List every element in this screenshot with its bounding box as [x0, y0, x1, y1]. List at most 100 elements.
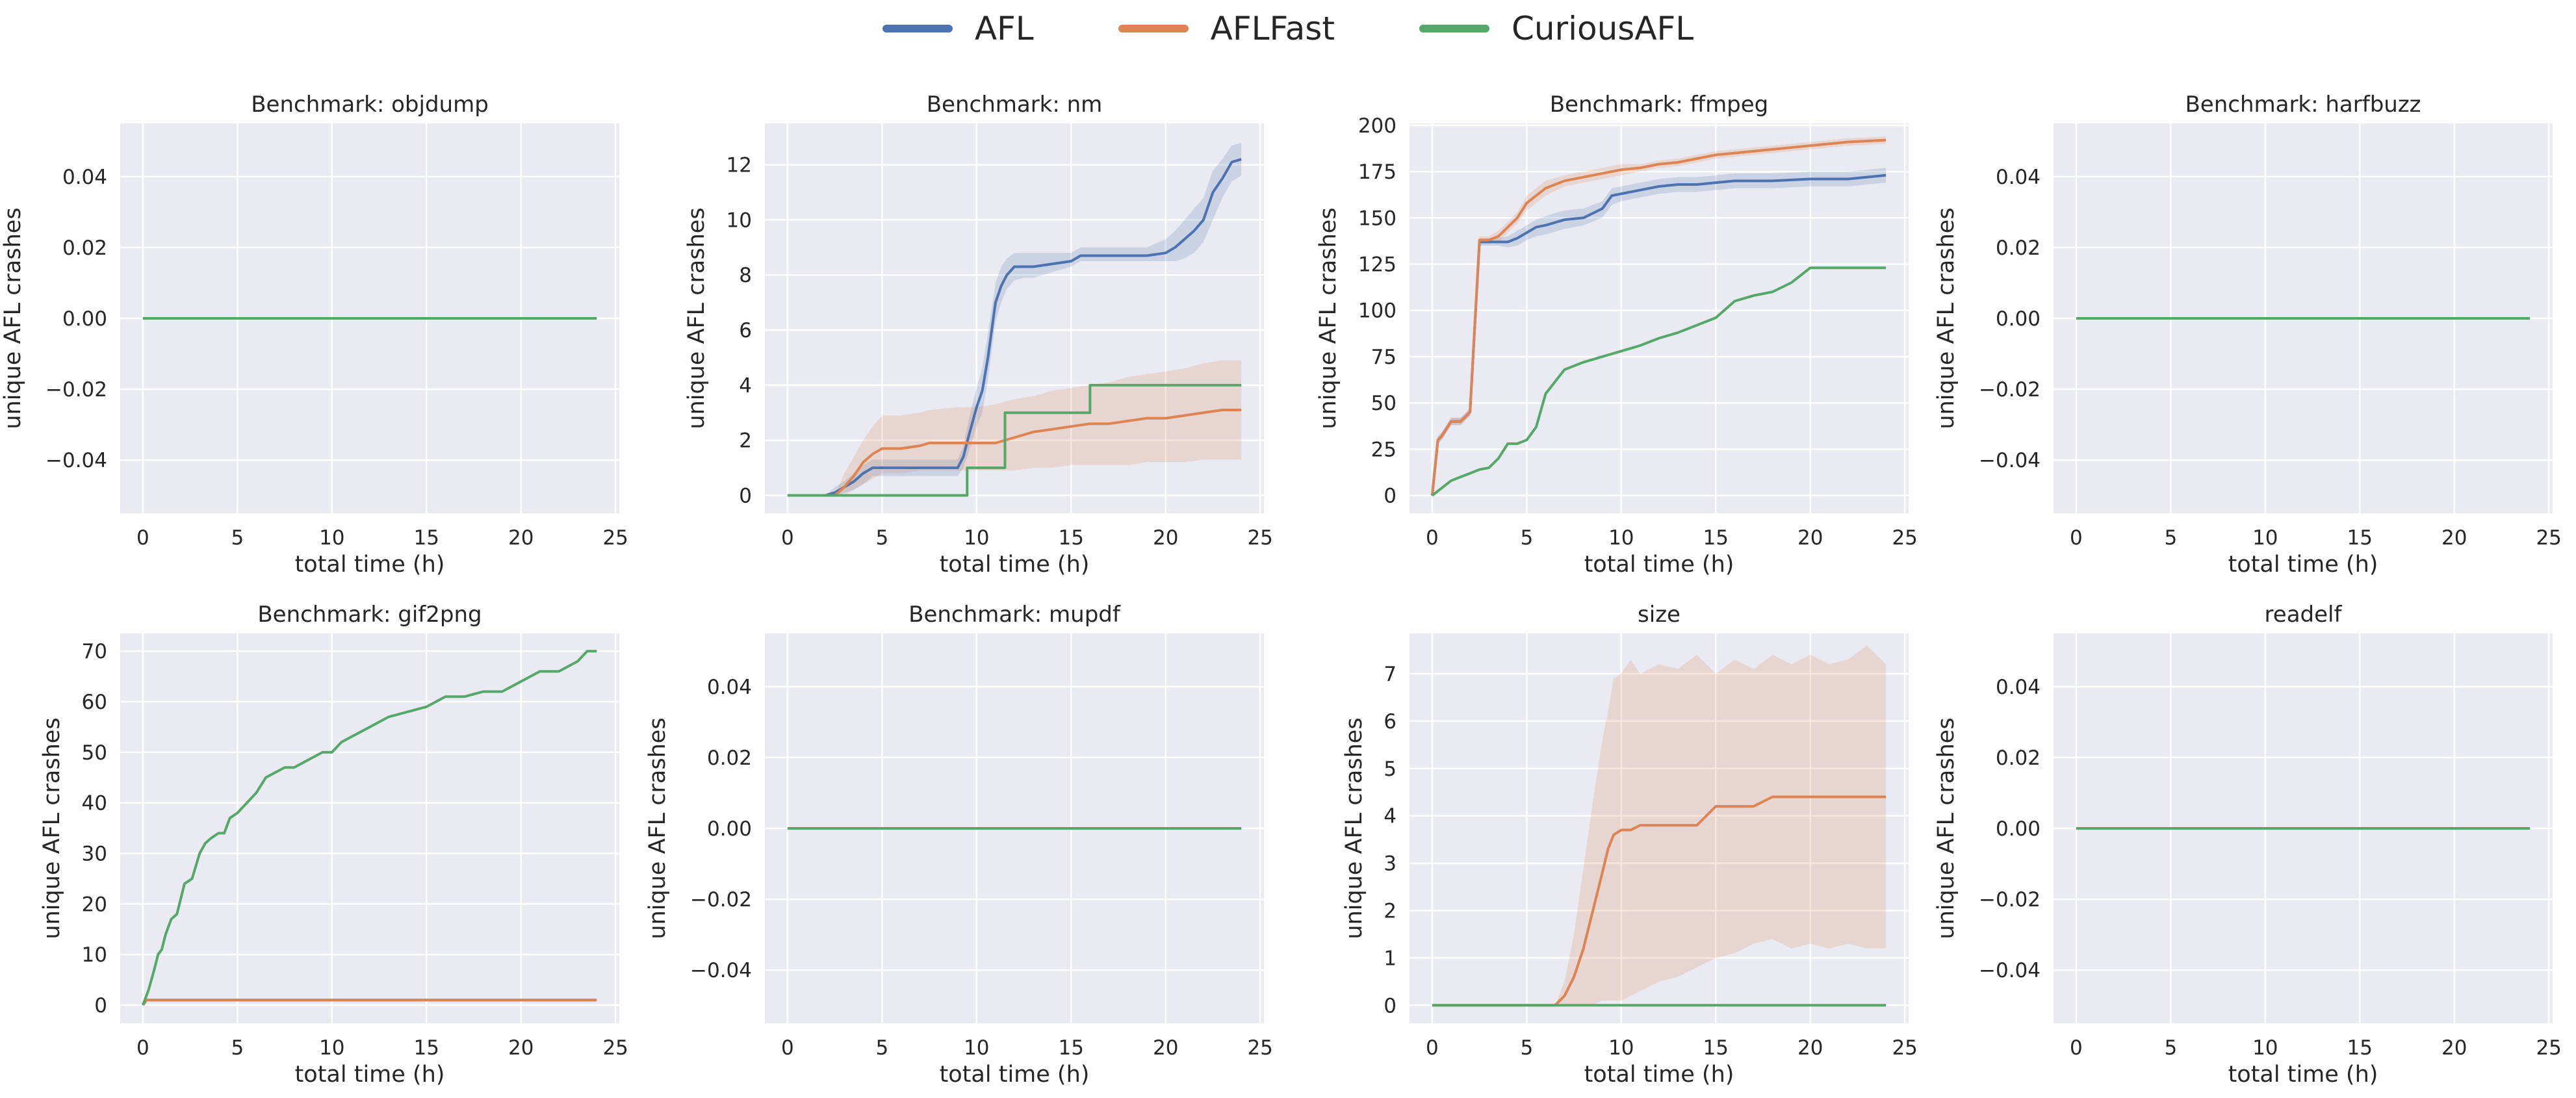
subplot-title: Benchmark: objdump — [251, 92, 489, 118]
x-tick-label: 0 — [1426, 1036, 1439, 1060]
legend-label-afl: AFL — [974, 10, 1034, 47]
y-tick-label: 1 — [1384, 947, 1397, 970]
y-tick-label: 150 — [1358, 207, 1397, 230]
y-tick-label: 12 — [727, 154, 752, 177]
x-tick-label: 5 — [231, 1036, 244, 1060]
y-tick-label: 20 — [82, 893, 107, 916]
y-tick-label: −0.04 — [1979, 449, 2041, 472]
y-tick-label: 125 — [1358, 253, 1397, 277]
x-tick-label: 25 — [602, 1036, 628, 1060]
x-tick-label: 10 — [319, 1036, 344, 1060]
series-line-curiousafl — [142, 650, 597, 1006]
x-axis-label: total time (h) — [295, 1062, 445, 1088]
y-tick-label: 0.00 — [1996, 817, 2041, 841]
x-tick-label: 0 — [1426, 526, 1439, 550]
y-tick-label: −0.04 — [45, 449, 107, 472]
x-tick-label: 20 — [1153, 1036, 1178, 1060]
y-axis-label: unique AFL crashes — [1933, 207, 1959, 429]
subplot-title: Benchmark: nm — [927, 92, 1103, 118]
legend-swatch-aflfast — [1118, 25, 1189, 32]
x-tick-label: 5 — [2164, 1036, 2177, 1060]
subplot-1: 0 5 10 15 20 25 −0.04 −0.02 0.00 0.02 0.04 Benchmar… — [0, 92, 628, 578]
y-tick-label: 8 — [739, 264, 752, 287]
x-axis-label: total time (h) — [1584, 1062, 1734, 1088]
x-tick-label: 0 — [136, 1036, 149, 1060]
x-tick-label: 15 — [1059, 1036, 1084, 1060]
y-tick-label: 200 — [1358, 114, 1397, 138]
series-line-curiousafl — [1431, 266, 1887, 497]
y-tick-label: −0.02 — [1979, 378, 2041, 402]
y-tick-label: 10 — [727, 209, 752, 232]
x-tick-label: 20 — [2441, 1036, 2467, 1060]
legend-item-aflfast: AFLFast — [1118, 10, 1335, 47]
y-axis-label: unique AFL crashes — [1341, 717, 1367, 939]
y-tick-label: −0.02 — [1979, 888, 2041, 912]
y-tick-label: 50 — [1371, 392, 1397, 415]
y-tick-label: 0.02 — [1996, 747, 2041, 770]
confidence-band-aflfast — [787, 360, 1242, 496]
y-tick-label: 0.00 — [1996, 307, 2041, 331]
y-tick-label: 6 — [1384, 710, 1397, 734]
y-tick-label: 0.00 — [707, 817, 752, 841]
y-tick-label: 2 — [1384, 899, 1397, 923]
y-tick-label: 0.04 — [62, 166, 107, 189]
x-tick-label: 20 — [508, 1036, 534, 1060]
subplot-title: Benchmark: harfbuzz — [2185, 92, 2421, 118]
x-tick-label: 10 — [1608, 526, 1634, 550]
subplot-4: 0 5 10 15 20 25 −0.04 −0.02 0.00 0.02 0.04 Benchmar… — [1933, 92, 2562, 578]
y-tick-label: −0.02 — [690, 888, 752, 912]
x-tick-label: 5 — [1520, 1036, 1533, 1060]
x-tick-label: 25 — [1892, 526, 1917, 550]
x-tick-label: 15 — [1703, 526, 1729, 550]
subplot-2: 0 5 10 15 20 25 0 2 4 6 8 10 12 Benchmark: nm total ti… — [684, 92, 1273, 578]
legend: AFL AFLFast CuriousAFL — [0, 3, 2576, 55]
x-axis-label: total time (h) — [940, 1062, 1090, 1088]
y-axis-label: unique AFL crashes — [1933, 717, 1959, 939]
x-tick-label: 0 — [2070, 526, 2083, 550]
y-tick-label: 4 — [1384, 805, 1397, 828]
y-tick-label: 2 — [739, 429, 752, 453]
y-tick-label: 50 — [82, 741, 107, 765]
x-tick-label: 25 — [1247, 1036, 1272, 1060]
x-axis-label: total time (h) — [2228, 552, 2378, 578]
y-tick-label: −0.04 — [1979, 959, 2041, 982]
y-tick-label: 6 — [739, 319, 752, 342]
y-tick-label: −0.04 — [690, 959, 752, 982]
y-tick-label: 0.04 — [1996, 676, 2041, 699]
x-tick-label: 10 — [964, 1036, 989, 1060]
series-line-aflfast — [1430, 138, 1887, 496]
legend-label-curiousafl: CuriousAFL — [1511, 10, 1694, 47]
y-tick-label: 0.02 — [62, 236, 107, 260]
x-tick-label: 25 — [2536, 526, 2561, 550]
y-axis-label: unique AFL crashes — [645, 717, 671, 939]
x-axis-label: total time (h) — [1584, 552, 1734, 578]
legend-swatch-afl — [882, 25, 953, 32]
x-tick-label: 15 — [2347, 1036, 2373, 1060]
x-tick-label: 25 — [602, 526, 628, 550]
legend-item-afl: AFL — [882, 10, 1034, 47]
y-tick-label: 70 — [82, 640, 107, 663]
plot-area — [120, 633, 619, 1023]
x-axis-label: total time (h) — [295, 552, 445, 578]
x-axis-label: total time (h) — [2228, 1062, 2378, 1088]
subplot-3: 0 5 10 15 20 25 0 25 50 75 100 125 150 175 200 Benchmar… — [1315, 92, 1918, 578]
x-tick-label: 15 — [1703, 1036, 1729, 1060]
subplot-5: 0 5 10 15 20 25 0 10 20 30 40 50 60 70 Benchmark: gif2… — [39, 602, 628, 1088]
y-tick-label: 25 — [1371, 438, 1397, 461]
x-tick-label: 25 — [2536, 1036, 2561, 1060]
series-group — [142, 650, 597, 1006]
y-tick-label: 0 — [94, 994, 107, 1017]
series-line-afl — [787, 158, 1242, 497]
x-tick-label: 15 — [414, 1036, 439, 1060]
x-tick-label: 10 — [319, 526, 344, 550]
series-group — [1430, 136, 1887, 497]
x-tick-label: 15 — [414, 526, 439, 550]
legend-label-aflfast: AFLFast — [1210, 10, 1335, 47]
subplot-title: Benchmark: mupdf — [908, 602, 1121, 628]
x-tick-label: 20 — [508, 526, 534, 550]
x-tick-label: 0 — [136, 526, 149, 550]
y-tick-label: 0 — [739, 484, 752, 507]
y-tick-label: 0.02 — [707, 747, 752, 770]
series-line-curiousafl — [787, 383, 1242, 497]
y-tick-label: 0.00 — [62, 307, 107, 331]
